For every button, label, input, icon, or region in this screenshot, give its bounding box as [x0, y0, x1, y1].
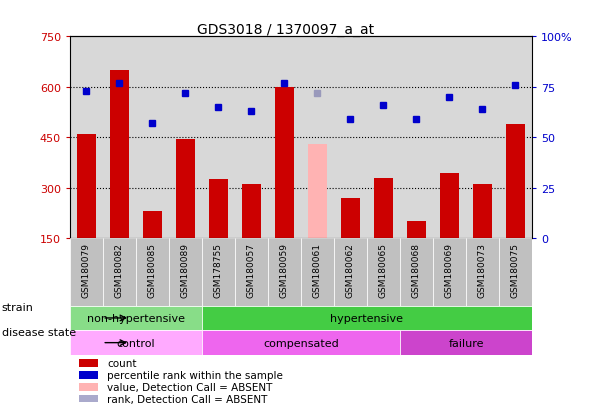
Text: GSM180075: GSM180075 — [511, 242, 520, 297]
Bar — [109, 71, 130, 239]
Text: failure: failure — [448, 338, 484, 348]
Text: strain: strain — [2, 303, 33, 313]
Bar — [241, 185, 261, 239]
Bar — [70, 239, 103, 306]
Text: GSM180085: GSM180085 — [148, 242, 157, 297]
Text: compensated: compensated — [263, 338, 339, 348]
Bar — [308, 145, 327, 239]
Bar — [301, 239, 334, 306]
Text: control: control — [117, 338, 155, 348]
Bar — [79, 371, 98, 379]
Bar — [400, 239, 433, 306]
Text: hypertensive: hypertensive — [331, 313, 404, 323]
Bar — [77, 135, 96, 239]
Text: GDS3018 / 1370097_a_at: GDS3018 / 1370097_a_at — [197, 23, 375, 37]
Text: count: count — [107, 358, 136, 368]
Bar — [79, 383, 98, 391]
Bar — [209, 180, 229, 239]
Bar — [367, 239, 400, 306]
Text: rank, Detection Call = ABSENT: rank, Detection Call = ABSENT — [107, 394, 268, 404]
Text: disease state: disease state — [2, 328, 76, 337]
Text: GSM180059: GSM180059 — [280, 242, 289, 297]
Text: GSM180079: GSM180079 — [82, 242, 91, 297]
Bar — [103, 239, 136, 306]
Bar — [169, 239, 202, 306]
Bar — [334, 239, 367, 306]
Bar — [142, 212, 162, 239]
Text: GSM180073: GSM180073 — [478, 242, 487, 297]
Text: GSM180068: GSM180068 — [412, 242, 421, 297]
Bar — [340, 198, 361, 239]
Text: GSM180082: GSM180082 — [115, 242, 124, 297]
Bar — [70, 306, 202, 330]
Bar — [407, 222, 426, 239]
Text: GSM178755: GSM178755 — [214, 242, 223, 297]
Text: GSM180061: GSM180061 — [313, 242, 322, 297]
Bar — [400, 330, 532, 355]
Bar — [235, 239, 268, 306]
Bar — [70, 330, 202, 355]
Text: GSM180089: GSM180089 — [181, 242, 190, 297]
Bar — [472, 185, 492, 239]
Text: GSM180062: GSM180062 — [346, 242, 355, 297]
Text: GSM180065: GSM180065 — [379, 242, 388, 297]
Bar — [202, 306, 532, 330]
Bar — [79, 359, 98, 367]
Bar — [202, 330, 400, 355]
Text: value, Detection Call = ABSENT: value, Detection Call = ABSENT — [107, 382, 272, 392]
Bar — [440, 173, 460, 239]
Bar — [176, 140, 195, 239]
Text: GSM180069: GSM180069 — [445, 242, 454, 297]
Bar — [275, 88, 294, 239]
Bar — [466, 239, 499, 306]
Bar — [79, 395, 98, 402]
Bar — [136, 239, 169, 306]
Bar — [373, 178, 393, 239]
Text: GSM180057: GSM180057 — [247, 242, 256, 297]
Bar — [202, 239, 235, 306]
Text: non-hypertensive: non-hypertensive — [87, 313, 185, 323]
Bar — [433, 239, 466, 306]
Bar — [268, 239, 301, 306]
Bar — [506, 124, 525, 239]
Text: percentile rank within the sample: percentile rank within the sample — [107, 370, 283, 380]
Bar — [499, 239, 532, 306]
